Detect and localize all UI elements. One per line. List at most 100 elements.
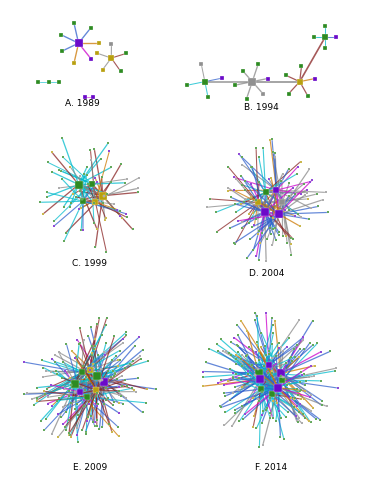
Point [36,78,41,86]
Point [232,81,238,89]
Point [87,366,93,374]
Point [270,320,276,328]
Point [253,196,259,203]
Point [67,392,72,400]
Point [305,92,311,100]
Point [104,248,109,256]
Point [133,388,139,396]
Point [268,174,274,182]
Point [246,342,251,350]
Point [252,371,258,379]
Point [68,381,74,389]
Point [55,410,61,418]
Point [256,178,262,186]
Point [302,387,308,395]
Point [298,190,303,198]
Point [127,360,132,368]
Point [140,346,146,354]
Point [94,400,100,408]
Point [227,224,233,232]
Point [124,382,130,390]
Point [269,340,275,348]
Point [123,332,129,340]
Point [257,376,263,384]
Point [225,184,231,192]
Point [74,424,80,432]
Point [57,348,63,356]
Point [59,134,65,142]
Point [324,402,330,410]
Point [286,334,292,342]
Point [80,197,86,205]
Point [243,352,249,360]
Point [259,419,265,427]
Point [61,202,67,210]
Point [71,20,77,28]
Point [108,178,113,186]
Point [327,348,333,356]
Point [49,402,55,409]
Point [116,356,122,364]
Point [34,384,40,392]
Point [274,399,280,407]
Point [87,366,93,374]
Point [261,362,267,370]
Point [238,317,244,325]
Point [254,252,259,260]
Point [105,394,111,402]
Point [56,78,62,86]
Point [297,400,303,407]
Point [145,357,151,365]
Point [105,367,111,375]
Point [60,384,66,392]
Point [67,374,72,382]
Point [292,190,298,198]
Point [84,394,90,402]
Point [279,414,284,422]
Point [333,364,339,372]
Point [272,149,277,157]
Point [266,175,272,183]
Point [88,324,94,332]
Point [260,144,266,152]
Point [307,393,313,401]
Point [77,388,83,396]
Point [45,400,51,407]
Point [80,362,86,370]
Point [56,348,62,356]
Point [313,415,319,423]
Point [238,200,243,208]
Point [298,386,304,394]
Point [300,345,306,353]
Point [288,251,294,259]
Point [233,350,239,358]
Point [262,188,268,196]
Point [46,78,52,86]
Point [92,418,97,426]
Point [68,163,74,171]
Point [259,388,265,396]
Point [130,357,136,365]
Point [89,180,95,188]
Point [109,40,115,48]
Point [322,34,328,42]
Point [278,370,284,378]
Point [232,410,238,418]
Point [119,214,125,222]
Point [92,174,98,182]
Point [255,60,261,68]
Point [311,34,317,42]
Point [124,214,130,222]
Point [290,184,296,192]
Point [222,392,228,400]
Point [54,370,60,378]
Point [239,154,245,162]
Point [255,256,261,264]
Point [82,92,87,100]
Point [79,368,85,376]
Point [275,384,281,392]
Point [239,351,245,359]
Point [239,218,245,226]
Point [63,228,69,236]
Point [228,338,234,346]
